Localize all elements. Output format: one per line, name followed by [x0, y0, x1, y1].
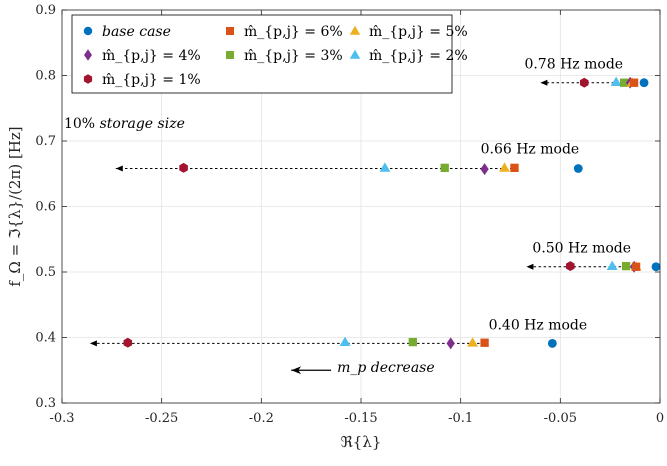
legend-item: m̂_{p,j} = 3% — [226, 48, 343, 64]
data-point-square — [408, 337, 417, 347]
x-tick-label: -0.3 — [49, 411, 74, 426]
x-tick-label: 0 — [656, 411, 664, 426]
data-point-diamond — [480, 163, 489, 176]
x-tick-label: -0.1 — [448, 411, 473, 426]
annotation-066-mode: 0.66 Hz mode — [481, 141, 580, 157]
data-point-triangle — [379, 162, 391, 172]
annotation-storage-size: 10% storage size — [64, 116, 185, 132]
legend-item: base case — [83, 24, 171, 40]
data-point-circle — [651, 262, 661, 272]
trend-arrow-label: m_p decrease — [337, 360, 435, 376]
legend-marker-triangle — [349, 49, 361, 59]
axis-ticks: -0.3 -0.25 -0.2 -0.15 -0.1 -0.05 0 0.3 0.4 0.5 0.6… — [35, 3, 664, 426]
data-point-circle — [547, 338, 557, 348]
legend-marker-hexagon — [83, 74, 93, 84]
y-tick-label: 0.4 — [35, 331, 56, 346]
legend-item: m̂_{p,j} = 6% — [226, 24, 343, 40]
legend-label: m̂_{p,j} = 2% — [369, 48, 468, 64]
data-point-hexagon — [566, 261, 575, 272]
y-tick-label: 0.8 — [35, 69, 56, 84]
y-tick-label: 0.5 — [35, 265, 56, 280]
legend-label: m̂_{p,j} = 6% — [244, 24, 343, 40]
data-point-triangle — [467, 337, 479, 347]
data-point-hexagon — [179, 162, 188, 173]
y-tick-label: 0.7 — [35, 134, 56, 149]
data-point-hexagon — [579, 77, 589, 88]
data-point-triangle — [606, 260, 618, 271]
legend-label: m̂_{p,j} = 4% — [102, 48, 201, 64]
annotation-040-mode: 0.40 Hz mode — [489, 318, 588, 334]
annotation-storage-words: storage size — [100, 116, 185, 132]
legend-item: m̂_{p,j} = 1% — [83, 72, 201, 88]
legend: base case m̂_{p,j} = 6% m̂_{p,j} = 5% m̂_{p… — [71, 14, 468, 94]
data-point-triangle — [339, 336, 351, 346]
legend-marker-diamond — [84, 49, 92, 61]
x-tick-label: -0.25 — [145, 411, 178, 426]
data-point-diamond — [446, 337, 455, 350]
legend-marker-circle — [83, 26, 93, 36]
x-tick-label: -0.15 — [344, 411, 377, 426]
legend-box — [71, 14, 453, 94]
data-point-square — [510, 163, 519, 173]
x-tick-label: -0.2 — [249, 411, 274, 426]
data-point-square — [440, 163, 449, 173]
data-point-square — [621, 261, 631, 271]
data-point-triangle — [610, 76, 622, 86]
x-tick-label: -0.05 — [544, 411, 577, 426]
data-point-square — [480, 338, 489, 347]
legend-label: m̂_{p,j} = 3% — [244, 48, 343, 64]
annotation-078-mode: 0.78 Hz mode — [524, 56, 623, 72]
legend-marker-square — [226, 51, 234, 59]
legend-marker-triangle — [349, 25, 361, 35]
x-axis-label: ℜ{λ} — [341, 433, 382, 451]
legend-label: m̂_{p,j} = 1% — [102, 72, 201, 88]
data-point-circle — [573, 164, 583, 173]
legend-item: m̂_{p,j} = 4% — [84, 48, 201, 64]
y-tick-label: 0.6 — [35, 200, 56, 215]
y-tick-label: 0.9 — [35, 3, 56, 18]
legend-label: m̂_{p,j} = 5% — [369, 24, 468, 40]
data-point-square — [629, 78, 639, 87]
data-point-square — [631, 262, 641, 271]
legend-marker-square — [226, 27, 234, 35]
data-point-hexagon — [123, 337, 133, 348]
annotation-storage-percent: 10% — [64, 116, 100, 132]
y-axis-label: f_Ω = ℑ{λ}/(2π) [Hz] — [6, 126, 24, 286]
legend-label: base case — [102, 24, 171, 40]
data-point-circle — [639, 78, 649, 88]
data-point-triangle — [499, 162, 510, 172]
data-points — [123, 76, 661, 350]
data-point-square — [619, 78, 629, 87]
y-tick-label: 0.3 — [35, 396, 56, 411]
legend-item: m̂_{p,j} = 5% — [349, 24, 468, 40]
legend-item: m̂_{p,j} = 2% — [349, 48, 468, 64]
annotation-050-mode: 0.50 Hz mode — [532, 240, 631, 256]
